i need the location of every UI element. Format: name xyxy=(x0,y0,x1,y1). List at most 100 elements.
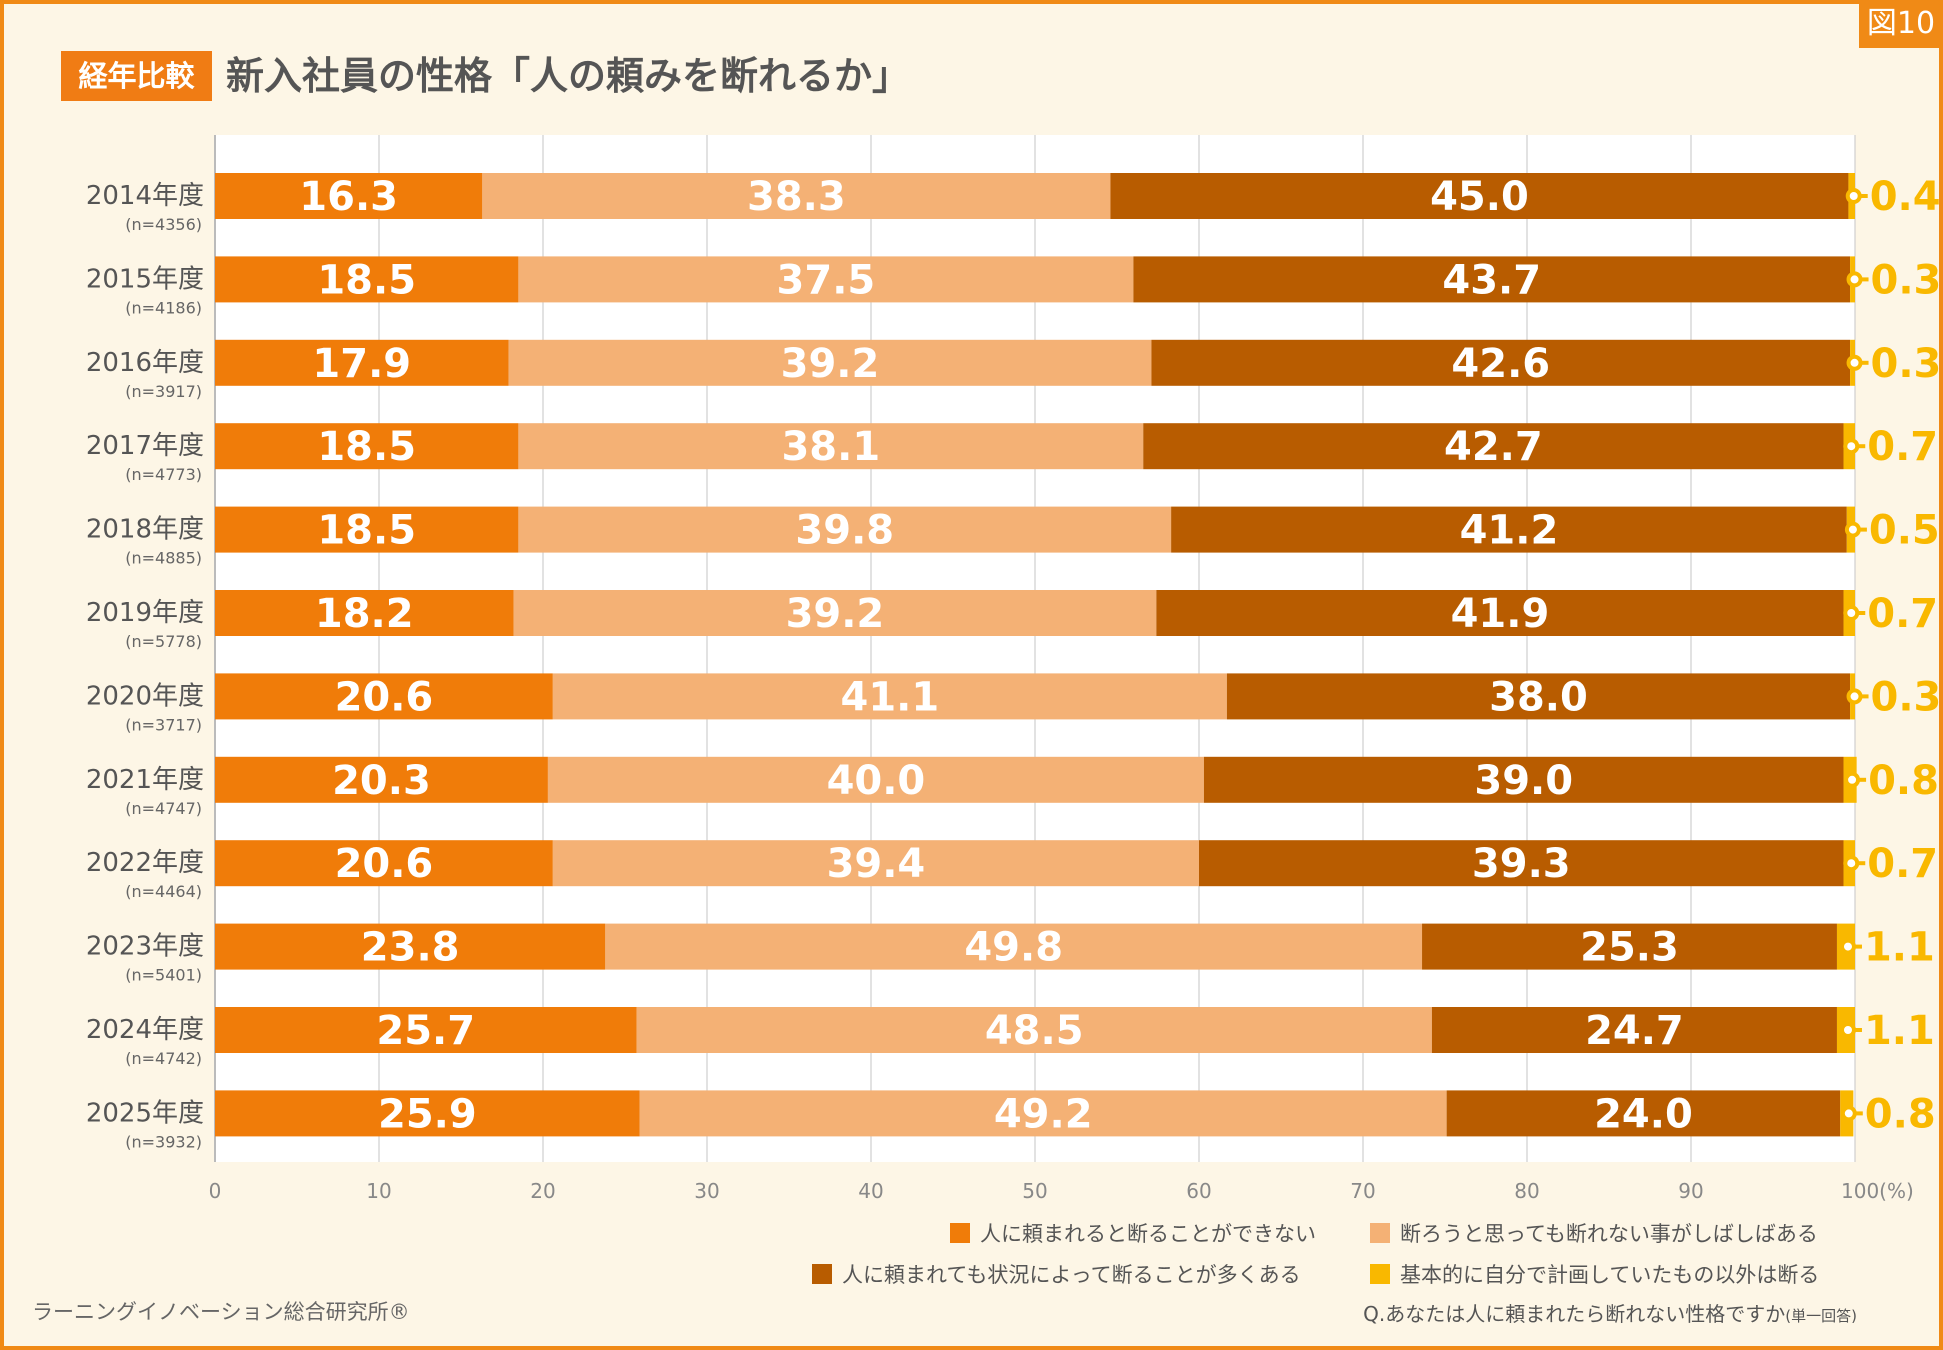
bar-segment-often-cannot xyxy=(518,256,1134,303)
year-label: 2025年度 xyxy=(86,1098,204,1128)
data-label: 25.9 xyxy=(378,1091,477,1137)
x-tick-label: 20 xyxy=(530,1179,555,1203)
year-label: 2021年度 xyxy=(86,765,204,795)
bar-segment-cannot-refuse xyxy=(215,506,519,553)
bar-segment-cannot-refuse xyxy=(215,1090,640,1137)
chart-title: 新入社員の性格「人の頼みを断れるか」 xyxy=(226,54,911,98)
data-label: 39.2 xyxy=(781,341,880,387)
year-label: 2017年度 xyxy=(86,431,204,461)
data-label: 39.3 xyxy=(1472,841,1571,887)
survey-question-text: Q.あなたは人に頼まれたら断れない性格ですか xyxy=(1363,1302,1786,1326)
x-tick-label: 100(%) xyxy=(1841,1179,1914,1203)
data-label: 39.0 xyxy=(1474,758,1573,804)
source-credit: ラーニングイノベーション総合研究所® xyxy=(32,1300,410,1324)
bar-segment-often-cannot xyxy=(639,1090,1447,1137)
legend-swatch-depends xyxy=(812,1264,832,1284)
data-label: 20.6 xyxy=(335,841,434,887)
data-label: 48.5 xyxy=(985,1008,1084,1054)
data-label: 49.8 xyxy=(964,925,1063,971)
sample-size-label: (n=4742) xyxy=(125,1049,202,1068)
bar-segment-cannot-refuse xyxy=(215,1007,637,1053)
bar-segment-cannot-refuse xyxy=(215,590,514,636)
data-label: 42.7 xyxy=(1444,424,1543,470)
bar-segment-depends xyxy=(1151,339,1851,386)
data-label: 20.6 xyxy=(335,674,434,720)
bar-segment-cannot-refuse xyxy=(215,756,548,803)
sample-size-label: (n=4186) xyxy=(125,298,202,317)
leader-dot xyxy=(1839,938,1856,955)
legend-label: 人に頼まれると断ることができない xyxy=(980,1222,1316,1246)
x-tick-label: 40 xyxy=(858,1179,883,1203)
comparison-badge: 経年比較 xyxy=(61,51,212,101)
data-label: 18.5 xyxy=(317,508,416,554)
bar-segment-often-cannot xyxy=(513,590,1157,636)
leader-dot xyxy=(1843,855,1860,872)
data-label: 41.9 xyxy=(1451,591,1550,637)
data-label: 18.2 xyxy=(315,591,414,637)
data-label-small-segment: 0.3 xyxy=(1871,341,1942,387)
x-tick-label: 10 xyxy=(366,1179,391,1203)
legend-item-often-cannot: 断ろうと思っても断れない事がしばしばある xyxy=(1370,1218,1818,1248)
bar-segment-depends xyxy=(1171,506,1847,553)
data-label: 49.2 xyxy=(994,1091,1093,1137)
data-label: 24.0 xyxy=(1594,1091,1693,1137)
data-label: 39.8 xyxy=(795,508,894,554)
sample-size-label: (n=4747) xyxy=(125,799,202,818)
leader-dot xyxy=(1846,354,1863,371)
data-label: 23.8 xyxy=(361,925,460,971)
legend-swatch-often-cannot xyxy=(1370,1223,1390,1243)
bar-segment-depends xyxy=(1446,1090,1841,1137)
x-tick-label: 80 xyxy=(1514,1179,1539,1203)
bar-segment-depends xyxy=(1110,173,1849,219)
data-label: 38.0 xyxy=(1489,674,1588,720)
year-label: 2020年度 xyxy=(86,681,204,711)
data-label: 20.3 xyxy=(332,758,431,804)
data-label: 43.7 xyxy=(1442,257,1541,303)
sample-size-label: (n=4773) xyxy=(125,465,202,484)
data-label-small-segment: 0.7 xyxy=(1867,841,1938,887)
bar-segment-cannot-refuse xyxy=(215,173,483,219)
survey-question-note: (単一回答) xyxy=(1785,1307,1857,1325)
data-label-small-segment: 0.7 xyxy=(1867,424,1938,470)
leader-dot xyxy=(1846,688,1863,705)
bar-segment-often-cannot xyxy=(518,423,1144,470)
data-label: 41.2 xyxy=(1460,508,1559,554)
year-label: 2023年度 xyxy=(86,932,204,962)
data-label-small-segment: 0.3 xyxy=(1871,257,1942,303)
leader-dot xyxy=(1843,438,1860,455)
data-label: 40.0 xyxy=(827,758,926,804)
sample-size-label: (n=5401) xyxy=(125,966,202,985)
legend-item-refuse-non-plan: 基本的に自分で計画していたもの以外は断る xyxy=(1370,1259,1819,1289)
data-label-small-segment: 0.4 xyxy=(1870,174,1941,220)
survey-question: Q.あなたは人に頼まれたら断れない性格ですか(単一回答) xyxy=(1363,1298,1857,1327)
bar-segment-depends xyxy=(1203,756,1844,803)
legend-item-depends: 人に頼まれても状況によって断ることが多くある xyxy=(812,1259,1301,1289)
leader-dot xyxy=(1843,605,1860,621)
data-label-small-segment: 1.1 xyxy=(1864,1008,1935,1054)
bar-segment-cannot-refuse xyxy=(215,840,553,887)
bar-segment-depends xyxy=(1422,923,1837,970)
data-label: 41.1 xyxy=(841,674,940,720)
bar-segment-cannot-refuse xyxy=(215,923,606,970)
bar-segment-cannot-refuse xyxy=(215,339,509,386)
data-label: 38.1 xyxy=(781,424,880,470)
x-axis-ticks: 0 10 20 30 40 50 60 70 80 90 100(%) xyxy=(209,1179,1914,1203)
bar-segment-often-cannot xyxy=(552,673,1227,720)
year-label: 2022年度 xyxy=(86,848,204,878)
data-label-small-segment: 0.5 xyxy=(1869,508,1940,554)
legend-swatch-cannot-refuse xyxy=(950,1223,970,1243)
year-label: 2016年度 xyxy=(86,348,204,378)
x-tick-label: 60 xyxy=(1186,1179,1211,1203)
year-label: 2019年度 xyxy=(86,598,204,628)
bar-segment-cannot-refuse xyxy=(215,423,519,470)
legend-item-cannot-refuse: 人に頼まれると断ることができない xyxy=(950,1218,1316,1248)
bar-segment-cannot-refuse xyxy=(215,256,519,303)
legend-label: 断ろうと思っても断れない事がしばしばある xyxy=(1400,1222,1818,1246)
sample-size-label: (n=3717) xyxy=(125,715,202,734)
bar-segment-often-cannot xyxy=(482,173,1111,219)
data-label: 25.7 xyxy=(376,1008,475,1054)
legend-swatch-refuse-non-plan xyxy=(1370,1264,1390,1284)
sample-size-label: (n=5778) xyxy=(125,632,202,651)
data-label-small-segment: 0.3 xyxy=(1871,674,1942,720)
sample-size-label: (n=4464) xyxy=(125,882,202,901)
